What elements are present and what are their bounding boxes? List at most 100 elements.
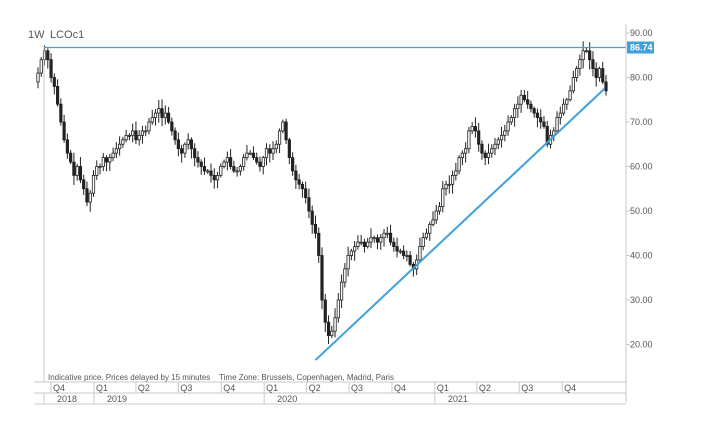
candle (245, 145, 249, 161)
candle-body (447, 183, 451, 186)
candle-body (506, 121, 510, 132)
candle-body (356, 241, 360, 247)
candle (493, 138, 497, 156)
candle-body (594, 68, 598, 78)
candle (460, 150, 464, 166)
candle (575, 66, 579, 82)
candle-body (434, 210, 438, 221)
candle (503, 124, 507, 142)
candle-body (59, 103, 63, 123)
candle (140, 125, 145, 144)
candle (499, 126, 504, 148)
candle (359, 234, 363, 246)
candle (565, 97, 569, 110)
x-tick-label: Q4 (394, 383, 406, 393)
candle (522, 89, 526, 103)
candle (144, 125, 148, 137)
x-tick-label: Q1 (437, 383, 449, 393)
candle (379, 234, 383, 250)
trendline (314, 87, 606, 361)
candle-body (232, 166, 236, 172)
candle (542, 115, 546, 129)
candles-group (36, 41, 608, 345)
candle-body (225, 157, 229, 163)
candle (242, 153, 246, 171)
candle (421, 232, 425, 251)
candle-body (565, 99, 569, 105)
candle (339, 274, 344, 309)
candle-body (52, 77, 56, 87)
candle (496, 137, 500, 150)
candle (157, 99, 161, 123)
candle-body (402, 250, 406, 256)
candle (594, 62, 598, 87)
y-tick-label: 30.00 (630, 295, 653, 305)
candle-body (137, 134, 141, 141)
candle-body (258, 161, 262, 167)
candle (346, 246, 350, 277)
candle-body (39, 59, 43, 74)
candle-body (140, 130, 145, 136)
candle (336, 292, 340, 323)
candle (597, 66, 602, 82)
y-tick-label: 60.00 (630, 162, 653, 172)
candle (147, 118, 151, 135)
candle-body (147, 121, 151, 132)
candle-body (55, 86, 60, 105)
x-tick-label: Q1 (266, 383, 278, 393)
candle-body (418, 246, 422, 261)
candle-body (101, 157, 105, 167)
candle (398, 248, 402, 255)
delay-note: Indicative price. Prices delayed by 15 m… (48, 373, 394, 382)
candle (477, 122, 481, 152)
candle-body (153, 112, 158, 118)
candle-body (144, 130, 148, 133)
candle (526, 90, 530, 109)
candle-body (535, 112, 540, 118)
candle-body (467, 130, 471, 150)
candle (85, 181, 89, 207)
candle (375, 234, 380, 250)
y-tick-label: 20.00 (630, 340, 653, 350)
candle-body (134, 130, 138, 141)
candle-body (323, 299, 327, 323)
candle (366, 237, 370, 249)
candle-body (238, 166, 242, 172)
candle (39, 56, 43, 77)
candle (516, 96, 520, 118)
candle (604, 75, 608, 96)
candle-body (228, 157, 233, 167)
candle-body (46, 50, 50, 61)
candle (578, 54, 582, 76)
candle (382, 229, 386, 247)
candle (454, 162, 458, 181)
candle-body (597, 68, 602, 78)
candle-body (36, 72, 40, 83)
candle-body (294, 170, 298, 181)
candle (114, 142, 118, 159)
candle-body (118, 143, 122, 150)
candle-body (199, 161, 203, 167)
candle (111, 147, 115, 162)
interval-label[interactable]: 1W (28, 29, 45, 41)
candle (42, 45, 47, 66)
candle-body (581, 50, 585, 61)
candle-body (320, 255, 324, 301)
candle-body (424, 232, 429, 239)
candle-body (379, 237, 383, 243)
candle (124, 129, 128, 143)
candle-body (235, 170, 239, 173)
candle-body (183, 143, 187, 154)
candle-body (264, 148, 269, 158)
candle (49, 53, 53, 83)
candle-body (215, 174, 220, 181)
candle-body (330, 330, 334, 336)
symbol-label[interactable]: LCOc1 (50, 29, 84, 41)
candle (248, 150, 252, 155)
candle (568, 85, 572, 102)
candle (506, 115, 510, 136)
candle (532, 106, 536, 118)
candle-body (339, 281, 344, 301)
candle (98, 163, 102, 175)
candle-body (62, 121, 66, 141)
